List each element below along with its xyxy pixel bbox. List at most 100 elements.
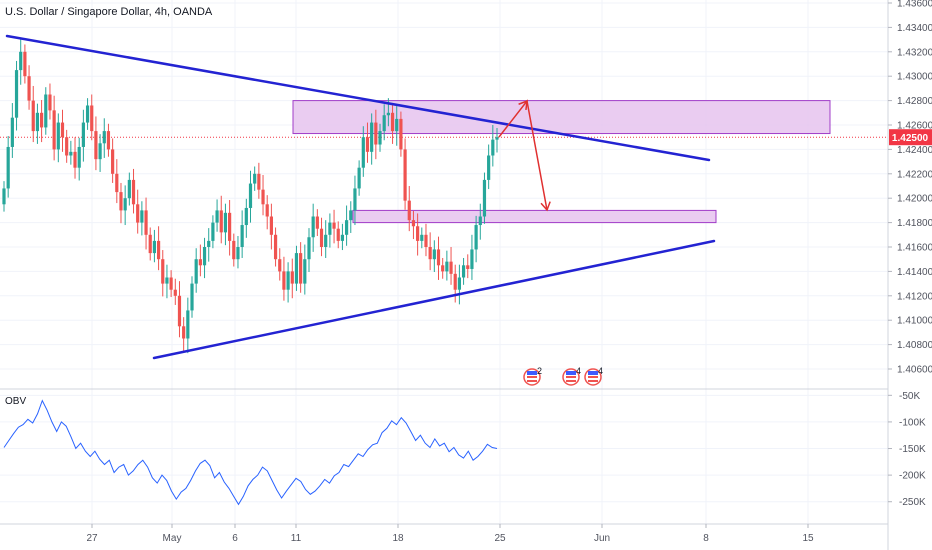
candle-body — [27, 76, 31, 101]
candle-body — [6, 146, 10, 189]
candle-body — [60, 122, 65, 138]
candle-body — [10, 117, 14, 147]
zone-rect — [352, 209, 717, 224]
candle-body — [2, 188, 6, 205]
time-tick-label: 6 — [232, 533, 238, 544]
candle-body — [106, 131, 111, 150]
candle-body — [361, 137, 365, 168]
candle-body — [123, 198, 127, 211]
candle-body — [215, 210, 219, 223]
time-axis[interactable]: 27 May 6 11 18 25 Jun 8 15 — [86, 524, 814, 544]
candle-body — [77, 146, 81, 168]
candle-body — [370, 122, 374, 152]
price-tick-label: 1.42600 — [897, 121, 932, 132]
candle-body — [303, 259, 307, 284]
candle-body — [148, 234, 152, 254]
obv-tick-label: -250K — [899, 497, 926, 508]
candle-body — [198, 259, 202, 266]
candle-body — [378, 131, 382, 145]
candle-body — [395, 118, 399, 132]
time-tick-label: 8 — [703, 533, 709, 544]
obv-label: OBV — [5, 396, 26, 407]
candle-body — [261, 189, 265, 205]
candle-body — [127, 179, 131, 199]
flag-stripe — [566, 380, 576, 382]
candle-body — [278, 259, 282, 272]
candle-body — [85, 105, 90, 123]
upper-trendline — [5, 34, 711, 162]
flag-stripe — [566, 376, 576, 378]
obv-line — [3, 399, 498, 506]
price-axis[interactable]: 1.43600 1.43400 1.43200 1.43000 1.42800 1.426… — [888, 0, 932, 376]
current-price-label: 1.42500 — [892, 133, 929, 144]
candle-body — [449, 261, 453, 274]
event-markers[interactable]: 2 4 4 — [523, 366, 603, 386]
zones-layer — [292, 100, 831, 224]
candle-body — [65, 137, 69, 156]
event-count: 2 — [537, 366, 542, 376]
candle-body — [386, 112, 390, 116]
candle-body — [474, 225, 478, 250]
candle-body — [382, 115, 386, 132]
candle-body — [282, 271, 286, 290]
price-tick-label: 1.41800 — [897, 218, 932, 229]
candle-body — [407, 200, 411, 221]
price-tick-label: 1.40600 — [897, 365, 932, 376]
candle-body — [253, 173, 257, 184]
candle-body — [466, 265, 470, 269]
candle-body — [52, 110, 56, 150]
candle-body — [182, 326, 186, 339]
trendlines-layer[interactable] — [5, 34, 716, 360]
candle-body — [340, 234, 345, 241]
price-tick-label: 1.41200 — [897, 291, 932, 302]
candle-body — [14, 70, 19, 118]
candle-body — [236, 247, 240, 260]
candle-body — [165, 277, 169, 284]
time-tick-label: 11 — [291, 533, 302, 544]
candle-body — [202, 247, 207, 266]
candle-body — [399, 118, 403, 150]
candle-body — [470, 249, 474, 269]
candle-body — [156, 240, 161, 260]
price-tick-label: 1.42400 — [897, 145, 932, 156]
price-tick-label: 1.41600 — [897, 243, 932, 254]
candle-body — [248, 183, 253, 208]
candle-body — [19, 51, 23, 71]
candle-body — [31, 100, 35, 132]
time-tick-label: Jun — [594, 533, 610, 544]
candle-body — [269, 216, 273, 235]
obv-tick-label: -150K — [899, 444, 926, 455]
candle-body — [56, 122, 60, 150]
candle-body — [328, 222, 332, 235]
flag-canton — [566, 371, 576, 375]
candle-body — [445, 261, 449, 272]
arrow-head — [540, 201, 551, 212]
candle-body — [73, 151, 77, 168]
price-tick-label: 1.43600 — [897, 0, 932, 10]
forecast-arrows — [498, 99, 551, 212]
candle-body — [173, 289, 177, 296]
candle-body — [94, 131, 98, 160]
price-tick-label: 1.42200 — [897, 169, 932, 180]
candle-body — [240, 225, 244, 247]
candle-body — [286, 271, 290, 290]
candle-body — [161, 259, 165, 284]
candle-body — [411, 220, 416, 227]
candle-body — [457, 277, 461, 290]
price-tick-label: 1.43400 — [897, 23, 932, 34]
price-tick-label: 1.42800 — [897, 96, 932, 107]
candle-body — [294, 253, 299, 284]
candle-body — [48, 94, 52, 111]
symbol-title: U.S. Dollar / Singapore Dollar, 4h, OAND… — [5, 6, 213, 18]
candle-body — [273, 234, 278, 260]
zone-rect — [292, 100, 831, 135]
candle-body — [349, 210, 353, 221]
candle-body — [136, 204, 140, 223]
candle-body — [131, 179, 136, 205]
time-tick-label: 18 — [392, 533, 404, 544]
candle-body — [307, 237, 311, 260]
candle-body — [344, 220, 349, 235]
candle-body — [290, 271, 294, 284]
